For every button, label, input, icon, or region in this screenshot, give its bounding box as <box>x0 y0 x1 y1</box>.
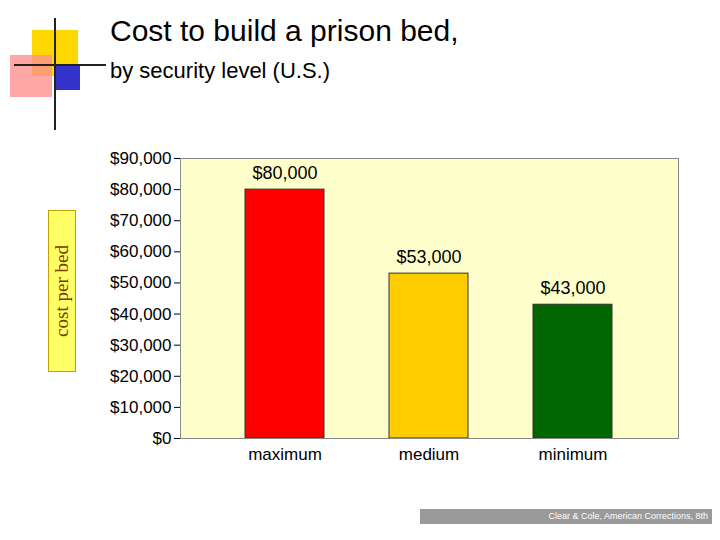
svg-text:$80,000: $80,000 <box>252 163 317 183</box>
svg-text:$20,000: $20,000 <box>110 367 171 386</box>
html-text:by security level (U.S.): by security level (U.S.) <box>110 58 331 83</box>
svg-text:$90,000: $90,000 <box>110 149 171 168</box>
svg-text:maximum: maximum <box>248 445 322 464</box>
svg-text:$30,000: $30,000 <box>110 336 171 355</box>
svg-text:$40,000: $40,000 <box>110 304 171 323</box>
svg-text:minimum: minimum <box>539 445 608 464</box>
svg-text:$0: $0 <box>153 429 172 448</box>
html-text:Cost to build a prison bed,: Cost to build a prison bed, <box>110 14 459 47</box>
svg-text:$80,000: $80,000 <box>110 180 171 199</box>
html-text:Clear & Cole, American Correct: Clear & Cole, American Corrections, 8th <box>548 511 708 521</box>
html-text:cost per bed: cost per bed <box>51 245 72 337</box>
svg-text:$50,000: $50,000 <box>110 273 171 292</box>
svg-text:$60,000: $60,000 <box>110 242 171 261</box>
svg-text:$53,000: $53,000 <box>396 247 461 267</box>
svg-text:$43,000: $43,000 <box>540 278 605 298</box>
svg-text:$10,000: $10,000 <box>110 398 171 417</box>
svg-text:medium: medium <box>399 445 459 464</box>
svg-text:$70,000: $70,000 <box>110 211 171 230</box>
